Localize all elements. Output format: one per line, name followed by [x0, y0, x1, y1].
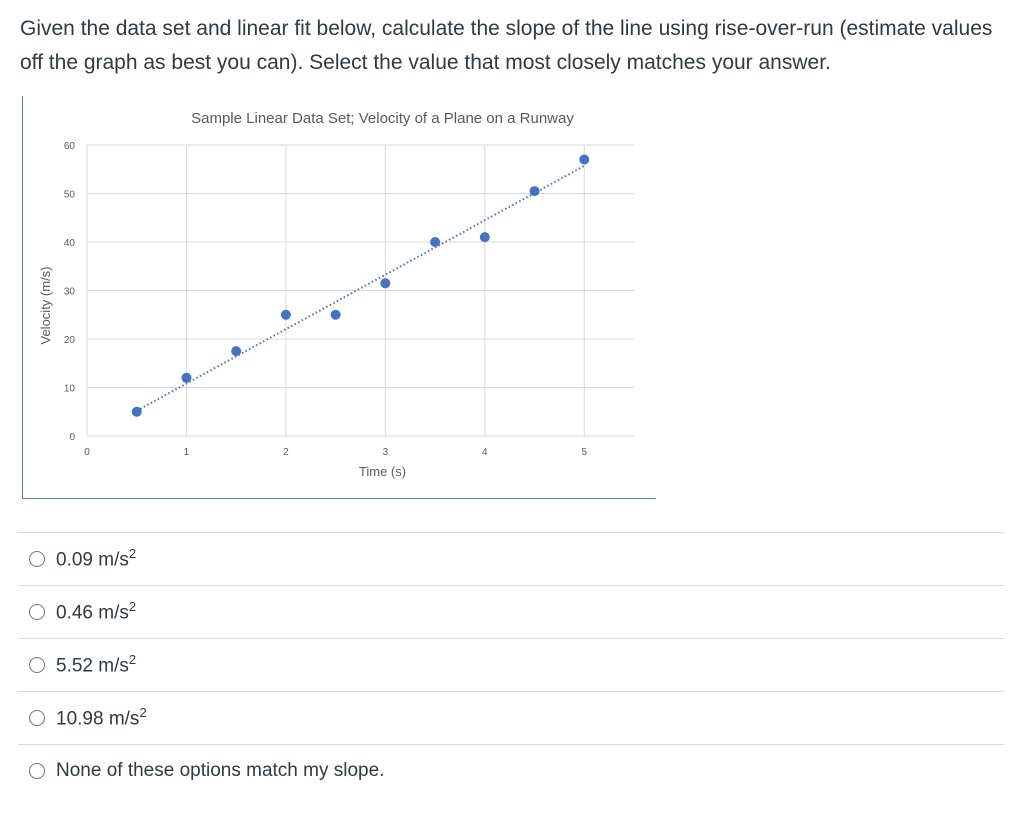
x-tick-label: 3: [383, 447, 389, 458]
answer-option-2[interactable]: 0.46 m/s2: [18, 585, 1004, 638]
radio-button[interactable]: [29, 604, 45, 620]
data-point: [579, 154, 590, 165]
answer-label: None of these options match my slope.: [56, 760, 385, 781]
x-tick-label: 4: [482, 447, 488, 458]
data-point: [380, 278, 391, 289]
radio-button[interactable]: [29, 710, 45, 726]
y-tick-label: 0: [69, 432, 75, 443]
data-point: [181, 372, 192, 383]
y-axis-label: Velocity (m/s): [38, 266, 53, 344]
answer-option-1[interactable]: 0.09 m/s2: [18, 532, 1004, 585]
y-tick-label: 10: [64, 384, 76, 395]
y-tick-label: 50: [64, 190, 76, 201]
data-point: [280, 309, 291, 320]
answer-list: 0.09 m/s2 0.46 m/s2 5.52 m/s2 10.98 m/s2…: [18, 532, 1004, 797]
answer-label: 0.09 m/s2: [56, 546, 137, 571]
answer-option-5[interactable]: None of these options match my slope.: [18, 744, 1004, 797]
answer-option-3[interactable]: 5.52 m/s2: [18, 638, 1004, 691]
velocity-chart: Sample Linear Data Set; Velocity of a Pl…: [38, 110, 634, 479]
chart-title: Sample Linear Data Set; Velocity of a Pl…: [191, 110, 574, 127]
radio-button[interactable]: [29, 763, 45, 779]
y-tick-label: 60: [64, 141, 76, 152]
y-tick-label: 30: [64, 287, 76, 298]
question-text: Given the data set and linear fit below,…: [20, 17, 993, 74]
data-point: [330, 309, 341, 320]
answer-label: 10.98 m/s2: [56, 705, 147, 730]
x-tick-label: 0: [84, 447, 90, 458]
x-tick-label: 1: [184, 447, 190, 458]
trendline: [136, 164, 585, 412]
radio-button[interactable]: [29, 551, 45, 567]
chart-container: Sample Linear Data Set; Velocity of a Pl…: [22, 96, 656, 499]
answer-label: 0.46 m/s2: [56, 599, 137, 624]
y-tick-label: 20: [64, 335, 76, 346]
x-tick-label: 5: [581, 447, 587, 458]
radio-button[interactable]: [29, 657, 45, 673]
data-point: [430, 237, 441, 247]
y-tick-label: 40: [64, 238, 76, 249]
answer-label: 5.52 m/s2: [56, 652, 137, 677]
data-point: [131, 406, 142, 417]
x-tick-label: 2: [283, 447, 289, 458]
answer-option-4[interactable]: 10.98 m/s2: [18, 691, 1004, 744]
data-point: [479, 232, 490, 243]
data-point: [231, 346, 242, 357]
data-point: [529, 186, 540, 197]
x-axis-label: Time (s): [359, 464, 406, 479]
